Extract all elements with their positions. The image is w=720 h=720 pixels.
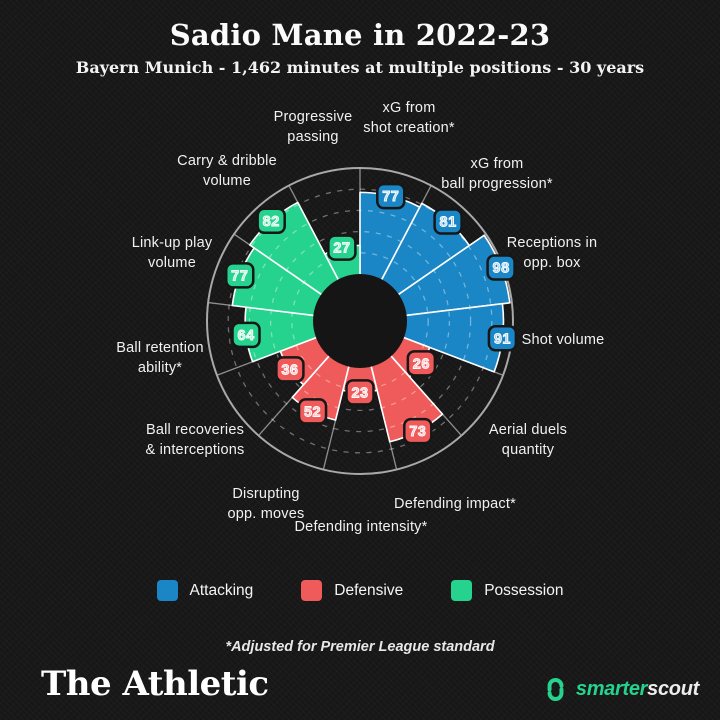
value-tag-text: 77 (231, 268, 248, 284)
provider-logo: smarterscout (542, 676, 699, 703)
metric-label-7: Disrupting opp. moves (227, 486, 305, 522)
value-tags: 77 81 98 91 26 73 23 52 36 64 77 82 27 (224, 182, 518, 445)
provider-wordmark-prefix: smarter (575, 678, 648, 700)
metric-label-10: Link-up play volume (131, 235, 213, 271)
value-tag-text: 91 (494, 331, 511, 347)
legend-item-possession: Possession (451, 580, 563, 601)
value-tag-8: 36 (275, 356, 305, 383)
value-tag-12: 27 (327, 234, 357, 261)
page-title: Sadio Mane in 2022-23 (169, 18, 551, 52)
value-tag-text: 77 (382, 189, 399, 205)
value-tag-10: 77 (224, 262, 255, 289)
grid-ring-60 (248, 209, 472, 433)
value-tag-3: 91 (487, 325, 518, 352)
value-tag-4: 26 (406, 350, 437, 377)
metric-label-1: xG from ball progression* (441, 156, 553, 192)
value-tag-1: 81 (433, 208, 463, 235)
metric-label-0: xG from shot creation* (363, 100, 455, 136)
value-tag-text: 82 (263, 214, 280, 230)
metric-label-5: Defending impact* (394, 496, 516, 512)
value-tag-6: 23 (345, 379, 375, 406)
legend: Attacking Defensive Possession (0, 580, 720, 601)
grid-ring-80 (227, 188, 493, 454)
footnote: *Adjusted for Premier League standard (225, 639, 495, 655)
value-tag-text: 26 (413, 356, 430, 372)
legend-item-defensive: Defensive (301, 580, 403, 601)
metric-label-9: Ball retention ability* (116, 340, 204, 376)
metric-label-11: Carry & dribble volume (177, 153, 277, 189)
metric-label-6: Defending intensity* (294, 519, 428, 535)
publisher-logo: The Athletic (41, 664, 269, 704)
metric-label-4: Aerial duels quantity (488, 422, 568, 458)
value-tag-9: 64 (231, 321, 261, 349)
grid-ring-40 (269, 230, 451, 412)
outer-ring (206, 167, 514, 475)
legend-label-defensive: Defensive (334, 581, 404, 599)
metric-label-12: Progressive passing (273, 109, 353, 145)
value-tag-7: 52 (297, 398, 328, 425)
value-tag-text: 64 (237, 328, 254, 344)
value-tag-text: 23 (351, 385, 368, 401)
provider-wordmark: smarterscout (576, 678, 699, 701)
value-tag-text: 81 (440, 215, 457, 231)
value-tag-5: 73 (403, 417, 433, 445)
legend-item-attacking: Attacking (156, 580, 254, 601)
legend-label-possession: Possession (484, 581, 564, 599)
attacking-swatch-icon (156, 580, 178, 601)
value-tag-2: 98 (486, 254, 516, 281)
value-tag-text: 98 (493, 261, 510, 277)
smarterscout-swirl-icon (547, 678, 564, 701)
possession-swatch-icon (451, 580, 473, 601)
value-tag-text: 27 (333, 241, 350, 257)
value-tag-text: 36 (281, 362, 298, 378)
value-tag-11: 82 (256, 207, 286, 235)
value-tag-0: 77 (376, 182, 406, 210)
page-subtitle: Bayern Munich - 1,462 minutes at multipl… (75, 58, 645, 77)
center-hole (313, 274, 407, 368)
provider-wordmark-suffix: scout (647, 678, 699, 700)
value-tag-text: 52 (304, 404, 321, 420)
metric-label-2: Receptions in opp. box (506, 235, 598, 271)
metric-label-8: Ball recoveries & interceptions (145, 422, 245, 458)
value-tag-text: 73 (409, 424, 426, 440)
metric-label-3: Shot volume (521, 332, 605, 348)
defensive-swatch-icon (301, 580, 323, 601)
legend-label-attacking: Attacking (189, 581, 254, 599)
